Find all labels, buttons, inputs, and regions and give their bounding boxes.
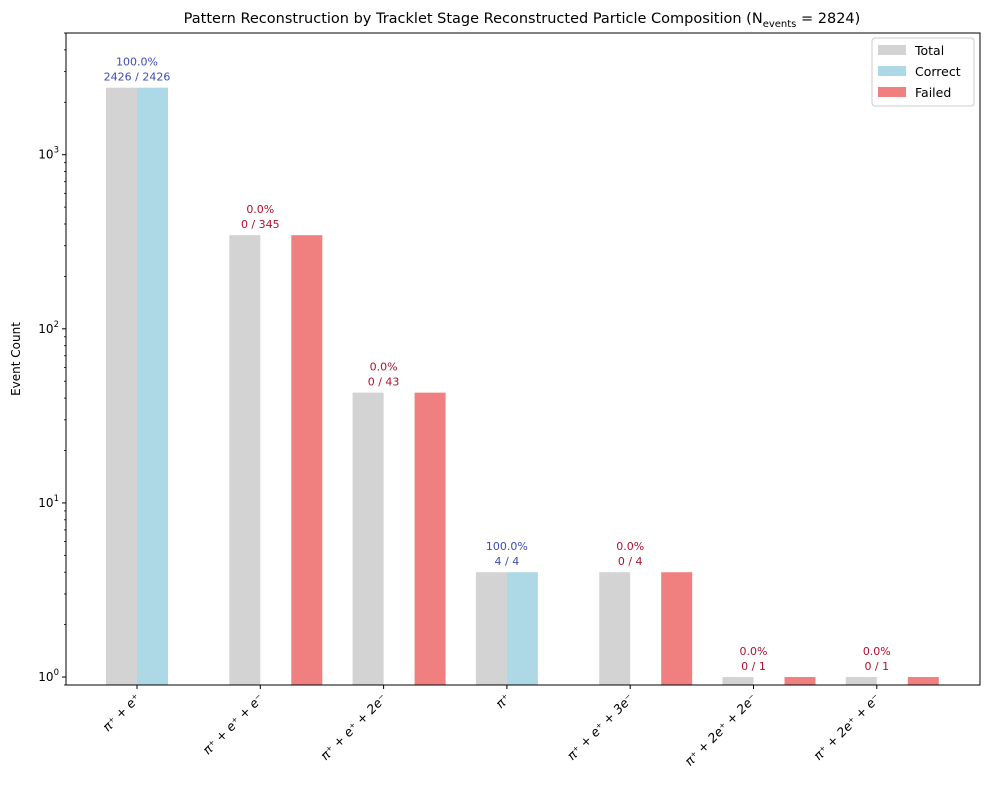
data-label-fraction: 0 / 345 (241, 218, 280, 231)
y-tick-label: 102 (38, 320, 59, 336)
bar-total (845, 677, 877, 685)
x-tick-label: π⁺ + 2e⁺ + e⁻ (810, 691, 882, 763)
bar-failed (784, 677, 816, 685)
y-tick-label: 101 (38, 494, 59, 510)
bar-failed (661, 572, 693, 685)
data-label-percent: 0.0% (370, 361, 398, 374)
data-label-percent: 100.0% (486, 540, 528, 553)
bar-total (106, 87, 137, 685)
bar-total (599, 572, 631, 685)
title-main: Pattern Reconstruction by Tracklet Stage… (184, 11, 763, 27)
data-label-fraction: 4 / 4 (495, 555, 520, 568)
bar-failed (291, 235, 323, 686)
data-label-percent: 0.0% (616, 540, 644, 553)
bar-total (352, 392, 384, 685)
x-axis: π⁺ + e⁺ π⁺ + e⁺ + e⁻ π⁺ + e⁺ + 2e⁻ π⁺ π⁺ + e… (99, 685, 883, 769)
data-label-fraction: 0 / 43 (368, 376, 400, 389)
x-tick-label: π⁺ + e⁺ + 3e⁻ (564, 691, 636, 763)
bar-correct (137, 87, 168, 685)
title-tail: = 2824) (796, 11, 860, 27)
legend-label-correct: Correct (915, 64, 961, 79)
bar-correct (506, 572, 538, 685)
data-label-percent: 0.0% (246, 203, 274, 216)
data-label-fraction: 0 / 1 (864, 660, 889, 673)
x-tick-label: π⁺ + e⁺ + e⁻ (200, 691, 267, 758)
x-tick-label: π⁺ + e⁺ (99, 691, 143, 735)
bar-failed (414, 392, 446, 685)
data-label-percent: 0.0% (863, 645, 891, 658)
plot-frame (65, 32, 981, 686)
bar-total (722, 677, 754, 685)
legend-swatch-correct (878, 66, 906, 76)
bar-failed (907, 677, 939, 685)
data-label-percent: 0.0% (740, 645, 768, 658)
data-label-percent: 100.0% (116, 56, 158, 69)
y-axis-label: Event Count (9, 322, 23, 396)
y-tick-label: 103 (38, 146, 59, 162)
x-tick-label: π⁺ (492, 691, 513, 712)
legend: Total Correct Failed (871, 37, 975, 107)
title-subscript: events (763, 19, 797, 30)
legend-label-failed: Failed (915, 85, 951, 100)
legend-swatch-failed (878, 87, 906, 97)
x-tick-label: π⁺ + 2e⁺ + 2e⁻ (682, 691, 760, 769)
chart-title: Pattern Reconstruction by Tracklet Stage… (184, 11, 861, 30)
legend-swatch-total (878, 45, 906, 55)
plot-area: 100.0% 2426 / 2426 0.0% 0 / 345 0.0% 0 / 43 10… (104, 56, 939, 686)
x-tick-label: π⁺ + e⁺ + 2e⁻ (317, 691, 389, 763)
bar-total (229, 235, 261, 686)
data-label-fraction: 0 / 1 (741, 660, 766, 673)
y-axis: 100 101 102 103 (38, 32, 66, 686)
data-label-fraction: 0 / 4 (618, 555, 643, 568)
data-label-fraction: 2426 / 2426 (104, 71, 171, 84)
legend-label-total: Total (914, 43, 944, 58)
bar-total (475, 572, 507, 685)
y-tick-label: 100 (38, 668, 59, 684)
